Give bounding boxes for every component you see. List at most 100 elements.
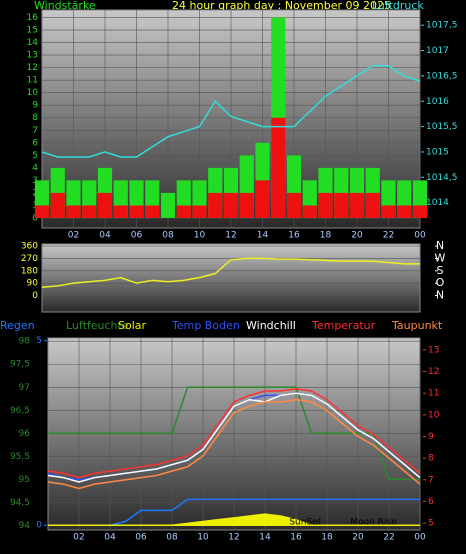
y2-tick-label: O	[436, 276, 445, 289]
x-tick-label: 10	[194, 231, 206, 241]
legend-entry: Regen	[0, 319, 35, 332]
bar	[412, 205, 428, 218]
y2-tick-label: 5	[36, 336, 42, 346]
series-line	[48, 513, 420, 526]
legend-entry: Solar	[118, 319, 147, 332]
y2-tick-label: W	[435, 251, 446, 264]
bar	[160, 192, 176, 218]
y-tick-label: 16	[27, 13, 39, 23]
y-tick-label: 95,5	[10, 452, 30, 462]
y-tick-label: 10	[27, 88, 39, 98]
bar	[34, 205, 50, 218]
x-tick-label: 14	[257, 231, 269, 241]
bar	[271, 117, 286, 218]
x-tick-label: 08	[162, 231, 174, 241]
series-line	[41, 65, 421, 158]
x-tick-label: 22	[383, 533, 394, 543]
y2-tick-label: 1014	[426, 198, 449, 208]
bar	[286, 192, 302, 218]
y2-tick-label: 1017,5	[426, 21, 458, 31]
y2-tick-label: 1016,5	[426, 71, 458, 81]
series-line	[47, 392, 421, 483]
y2-tick-label: 0	[36, 521, 42, 531]
bar	[397, 205, 412, 218]
series-line	[47, 398, 421, 490]
y-tick-label: 6	[32, 138, 38, 148]
y-tick-label: 5	[32, 151, 38, 161]
y-tick-label: 96	[19, 429, 31, 439]
y-tick-label: 7	[32, 126, 38, 136]
y2-tick-label: N	[436, 289, 444, 302]
y-tick-label: 13	[27, 51, 38, 61]
x-tick-label: 02	[73, 533, 84, 543]
bar	[145, 205, 160, 218]
y-axis-label: Windstärke	[34, 0, 96, 12]
y2-tick-label: 1015,5	[426, 122, 458, 132]
y3-tick-label: 8	[428, 454, 434, 464]
y-tick-label: 98	[19, 337, 31, 347]
bar	[66, 205, 81, 218]
y3-tick-label: 5	[428, 519, 434, 529]
x-tick-label: 12	[225, 231, 236, 241]
bar	[97, 192, 113, 218]
x-tick-label: 02	[68, 231, 79, 241]
y-tick-label: 97,5	[10, 360, 30, 370]
legend-entry: Temperatur	[311, 319, 376, 332]
bar	[113, 205, 128, 218]
bar	[129, 205, 144, 218]
series-line	[47, 388, 421, 479]
y-tick-label: 11	[27, 76, 38, 86]
y-tick-label: 95	[19, 475, 30, 485]
y-tick-label: 180	[21, 266, 38, 276]
x-tick-label: 12	[228, 533, 239, 543]
bar	[302, 205, 317, 218]
y-tick-label: 94,5	[10, 498, 30, 508]
bar	[50, 192, 65, 218]
bar	[223, 192, 239, 218]
x-tick-label: 22	[383, 231, 394, 241]
x-tick-label: 00	[414, 533, 426, 543]
y-tick-label: 97	[19, 383, 30, 393]
x-tick-label: 04	[104, 533, 116, 543]
bar	[208, 192, 223, 218]
y-tick-label: 12	[27, 63, 38, 73]
series-line	[41, 257, 420, 289]
y3-tick-label: 11	[428, 389, 439, 399]
y3-tick-label: 10	[428, 410, 440, 420]
y2-tick-label: N	[436, 239, 444, 252]
y-tick-label: 96,5	[10, 406, 30, 416]
bar	[255, 180, 270, 218]
y2-tick-label: 1016	[426, 97, 449, 107]
bar	[381, 205, 396, 218]
bar	[82, 205, 97, 218]
bar	[176, 205, 191, 218]
x-tick-label: 16	[290, 533, 302, 543]
bar	[365, 192, 380, 218]
bar	[192, 205, 207, 218]
x-tick-label: 20	[351, 231, 363, 241]
x-tick-label: 10	[197, 533, 209, 543]
y3-tick-label: 6	[428, 497, 434, 507]
y-tick-label: 9	[32, 101, 38, 111]
bar	[239, 192, 254, 218]
y2-tick-label: 1017	[426, 46, 449, 56]
x-tick-label: 04	[99, 231, 111, 241]
x-tick-label: 00	[414, 231, 426, 241]
x-tick-label: 18	[321, 533, 333, 543]
y2-axis-label: Luftdruck	[372, 0, 424, 12]
y3-tick-label: 12	[428, 367, 439, 377]
x-tick-label: 14	[259, 533, 271, 543]
y2-tick-label: 1015	[426, 147, 449, 157]
x-tick-label: 18	[320, 231, 332, 241]
annotation: SunSet	[289, 518, 321, 528]
bar	[349, 192, 365, 218]
y-tick-label: 360	[21, 242, 38, 252]
series-line	[48, 386, 420, 481]
legend-entry: Temp Boden	[171, 319, 240, 332]
bar	[334, 192, 349, 218]
x-tick-label: 06	[131, 231, 143, 241]
y-tick-label: 0	[32, 291, 38, 301]
annotation: Moon Rise	[350, 518, 397, 528]
